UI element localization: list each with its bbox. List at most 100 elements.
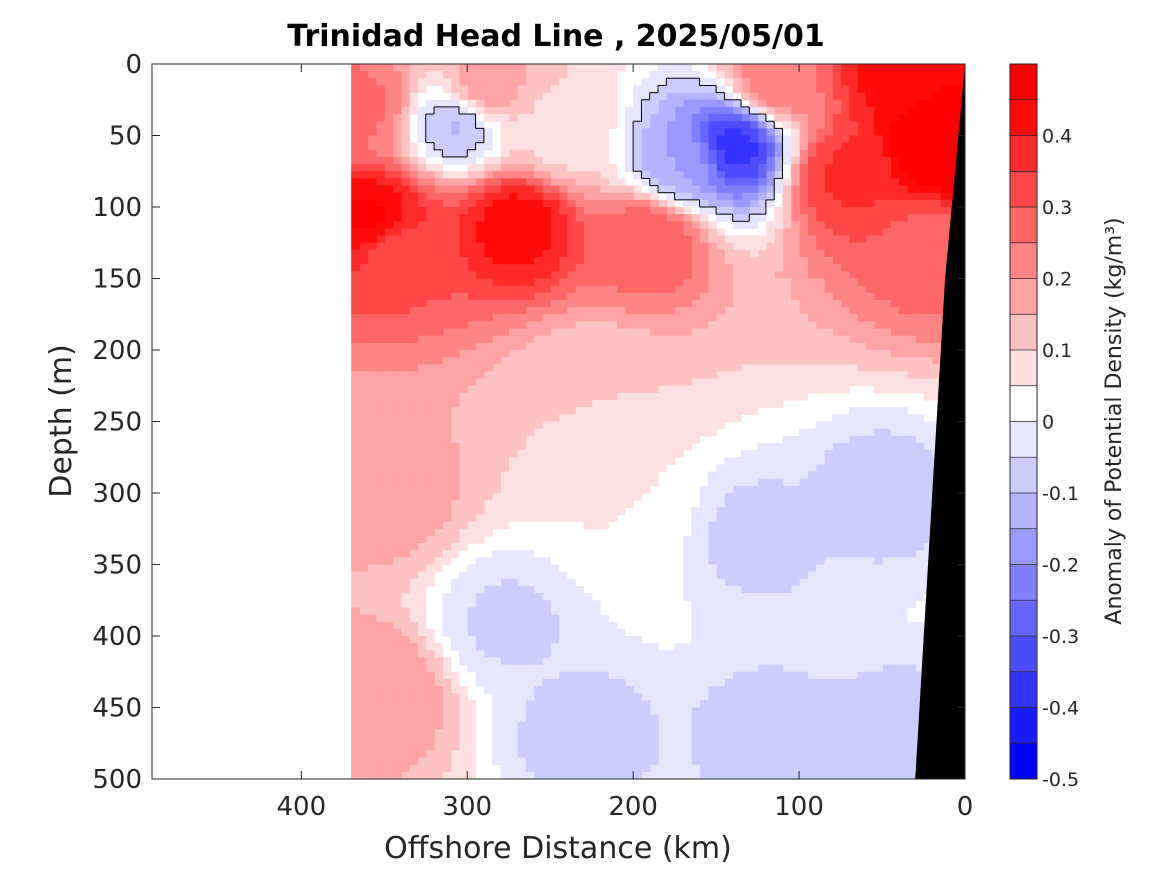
field-cell (583, 421, 593, 430)
field-cell (732, 464, 742, 473)
field-cell (915, 421, 925, 430)
field-cell (583, 156, 593, 165)
field-cell (558, 142, 568, 151)
field-cell (525, 721, 535, 730)
field-cell (848, 235, 858, 244)
field-cell (906, 142, 916, 151)
field-cell (608, 421, 618, 430)
field-cell (641, 736, 651, 744)
field-cell (815, 442, 825, 451)
field-cell (799, 521, 808, 530)
field-cell (898, 414, 908, 423)
field-cell (716, 285, 726, 294)
field-cell (716, 264, 726, 272)
field-cell (641, 464, 651, 473)
field-cell (906, 71, 916, 79)
field-cell (865, 543, 875, 551)
field-cell (541, 564, 551, 573)
field-cell (832, 99, 842, 108)
field-cell (898, 600, 908, 608)
field-cell (575, 221, 584, 230)
field-cell (508, 342, 518, 351)
field-cell (823, 242, 833, 251)
field-cell (815, 64, 825, 72)
field-cell (898, 428, 908, 437)
field-cell (649, 392, 659, 401)
field-cell (906, 657, 916, 666)
field-cell (682, 543, 692, 551)
field-cell (840, 457, 850, 465)
field-cell (674, 92, 684, 101)
field-cell (823, 671, 833, 680)
field-cell (815, 156, 825, 165)
field-cell (898, 457, 908, 465)
field-cell (541, 350, 551, 358)
field-cell (741, 400, 750, 408)
field-cell (848, 357, 858, 365)
field-cell (649, 92, 659, 101)
field-cell (741, 299, 750, 308)
field-cell (616, 700, 626, 709)
field-cell (823, 207, 833, 215)
field-cell (865, 628, 875, 637)
field-cell (807, 207, 817, 215)
field-cell (599, 743, 609, 751)
field-cell (583, 364, 593, 373)
field-cell (649, 199, 659, 208)
field-cell (749, 64, 759, 72)
field-cell (799, 171, 808, 179)
field-cell (707, 585, 717, 594)
field-cell (823, 92, 833, 101)
field-cell (906, 771, 916, 779)
field-cell (558, 607, 568, 616)
density-anomaly-field (351, 64, 965, 779)
field-cell (508, 450, 518, 458)
field-cell (915, 264, 925, 272)
field-cell (550, 378, 560, 387)
field-cell (906, 307, 916, 315)
field-cell (799, 450, 808, 458)
field-cell (890, 71, 900, 79)
field-cell (608, 457, 618, 465)
field-cell (658, 442, 667, 451)
field-cell (882, 128, 891, 137)
field-cell (517, 721, 526, 730)
field-cell (940, 106, 950, 115)
field-cell (707, 728, 717, 737)
field-cell (757, 507, 767, 516)
field-cell (674, 371, 684, 380)
field-cell (508, 264, 518, 272)
field-cell (807, 693, 817, 701)
field-cell (583, 335, 593, 344)
field-cell (749, 607, 759, 616)
field-cell (790, 264, 800, 272)
field-cell (823, 485, 833, 494)
field-cell (923, 99, 933, 108)
field-cell (848, 428, 858, 437)
field-cell (948, 142, 958, 151)
field-cell (591, 149, 601, 158)
field-cell (782, 671, 792, 680)
field-cell (517, 314, 526, 322)
field-cell (649, 693, 659, 701)
field-cell (566, 464, 576, 473)
field-cell (765, 543, 775, 551)
field-cell (923, 207, 933, 215)
field-cell (765, 392, 775, 401)
field-cell (815, 335, 825, 344)
field-cell (898, 764, 908, 773)
field-cell (823, 643, 833, 651)
field-cell (906, 671, 916, 680)
field-cell (525, 364, 535, 373)
field-cell (923, 114, 933, 122)
field-cell (906, 450, 916, 458)
field-cell (732, 271, 742, 280)
field-cell (774, 571, 784, 580)
field-cell (832, 435, 842, 444)
field-cell (857, 314, 867, 322)
field-cell (591, 457, 601, 465)
field-cell (774, 535, 784, 544)
field-cell (666, 142, 676, 151)
field-cell (724, 414, 734, 423)
field-cell (566, 600, 576, 608)
